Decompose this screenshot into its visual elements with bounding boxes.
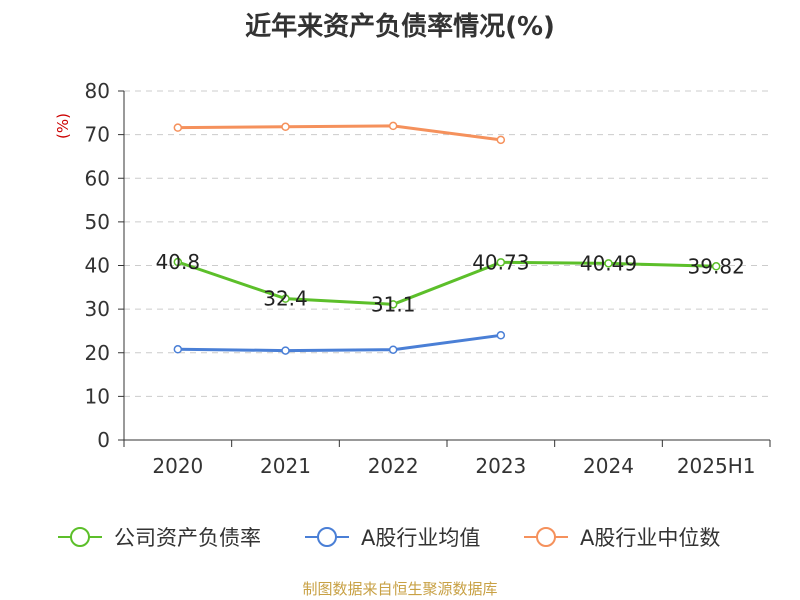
y-tick-label: 30: [85, 297, 110, 321]
y-tick-label: 60: [85, 166, 110, 190]
y-tick-labels: 0 10 20 30 40 50 60 70 80: [85, 79, 110, 452]
y-tick-label: 80: [85, 79, 110, 103]
legend-label: 公司资产负债率: [114, 526, 261, 550]
data-point: [173, 123, 183, 132]
data-point: [281, 346, 290, 355]
x-tick-label: 2020: [152, 454, 203, 478]
x-tick-label: 2024: [583, 454, 634, 478]
y-tick-label: 0: [97, 428, 110, 452]
data-label: 40.8: [156, 250, 201, 274]
series-line: [177, 260, 717, 306]
data-point: [496, 331, 506, 340]
data-label: 40.73: [472, 250, 529, 274]
y-axis-label: (%): [54, 113, 72, 139]
y-tick-label: 10: [85, 384, 110, 408]
legend: 公司资产负债率 A股行业均值 A股行业中位数: [58, 526, 720, 550]
data-point: [281, 294, 290, 303]
y-tick-label: 40: [85, 254, 110, 278]
data-labels: 40.8 32.4 31.1 40.73 40.49 39.82: [156, 250, 745, 316]
data-point: [604, 259, 613, 268]
x-tick-label: 2023: [475, 454, 526, 478]
grid-lines: [124, 90, 770, 397]
data-point: [388, 345, 398, 354]
axes: [118, 90, 771, 447]
data-point: [496, 135, 506, 145]
data-label: 40.49: [580, 251, 637, 275]
data-point: [388, 121, 398, 131]
data-point: [388, 300, 398, 309]
data-point: [173, 345, 183, 354]
y-tick-label: 20: [85, 341, 110, 365]
x-tick-label: 2021: [260, 454, 311, 478]
data-point: [711, 262, 721, 271]
x-tick-label: 2022: [368, 454, 419, 478]
data-point: [496, 258, 506, 267]
legend-marker: [70, 527, 90, 547]
data-point: [281, 122, 290, 132]
data-label: 39.82: [688, 254, 745, 278]
series-line: [177, 124, 502, 142]
y-tick-label: 50: [85, 210, 110, 234]
legend-marker: [317, 527, 337, 547]
x-tick-labels: 2020 2021 2022 2023 2024 2025H1: [152, 454, 755, 478]
x-tick-label: 2025H1: [677, 454, 756, 478]
y-tick-label: 70: [85, 123, 110, 147]
data-label: 31.1: [371, 292, 416, 316]
series-lines: [173, 121, 721, 355]
data-point: [173, 257, 183, 267]
data-label: 32.4: [263, 287, 308, 311]
series-line: [177, 333, 502, 353]
legend-label: A股行业均值: [361, 526, 480, 550]
legend-marker: [536, 527, 556, 547]
chart-title: 近年来资产负债率情况(%): [245, 12, 555, 42]
legend-label: A股行业中位数: [580, 526, 720, 550]
data-source-note: 制图数据来自恒生聚源数据库: [302, 580, 498, 598]
